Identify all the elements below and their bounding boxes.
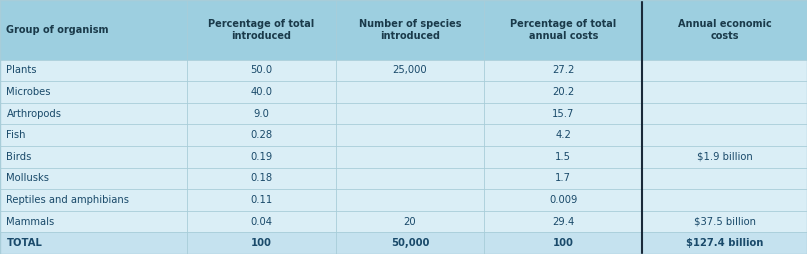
Text: 40.0: 40.0	[250, 87, 273, 97]
Text: Birds: Birds	[6, 152, 31, 162]
Text: Reptiles and amphibians: Reptiles and amphibians	[6, 195, 129, 205]
Text: 100: 100	[251, 238, 272, 248]
Bar	[0, 60, 807, 81]
Text: 1.5: 1.5	[555, 152, 571, 162]
Bar	[0, 81, 807, 103]
Text: 20: 20	[404, 217, 416, 227]
Bar	[0, 103, 807, 124]
Text: 100: 100	[553, 238, 574, 248]
Bar	[0, 168, 807, 189]
Text: Mollusks: Mollusks	[6, 173, 49, 183]
Text: 0.04: 0.04	[250, 217, 273, 227]
Bar	[0, 124, 807, 146]
Text: 0.18: 0.18	[250, 173, 273, 183]
Text: 27.2: 27.2	[552, 66, 575, 75]
Text: Number of species
introduced: Number of species introduced	[358, 19, 462, 41]
Text: $1.9 billion: $1.9 billion	[696, 152, 753, 162]
Text: Mammals: Mammals	[6, 217, 55, 227]
Bar	[0, 0, 807, 60]
Text: 0.19: 0.19	[250, 152, 273, 162]
Text: Group of organism: Group of organism	[6, 25, 109, 35]
Text: Microbes: Microbes	[6, 87, 51, 97]
Text: 25,000: 25,000	[393, 66, 427, 75]
Text: $37.5 billion: $37.5 billion	[694, 217, 755, 227]
Text: Arthropods: Arthropods	[6, 109, 61, 119]
Bar	[0, 232, 807, 254]
Bar	[0, 146, 807, 168]
Text: TOTAL: TOTAL	[6, 238, 42, 248]
Text: Percentage of total
annual costs: Percentage of total annual costs	[510, 19, 617, 41]
Text: Fish: Fish	[6, 130, 26, 140]
Text: 9.0: 9.0	[253, 109, 270, 119]
Text: $127.4 billion: $127.4 billion	[686, 238, 763, 248]
Text: 0.009: 0.009	[549, 195, 578, 205]
Text: 50,000: 50,000	[391, 238, 429, 248]
Bar	[0, 211, 807, 232]
Text: Plants: Plants	[6, 66, 37, 75]
Text: 4.2: 4.2	[555, 130, 571, 140]
Text: 15.7: 15.7	[552, 109, 575, 119]
Bar	[0, 189, 807, 211]
Text: 0.11: 0.11	[250, 195, 273, 205]
Text: 29.4: 29.4	[552, 217, 575, 227]
Text: 1.7: 1.7	[555, 173, 571, 183]
Text: 50.0: 50.0	[250, 66, 273, 75]
Text: 0.28: 0.28	[250, 130, 273, 140]
Text: 20.2: 20.2	[552, 87, 575, 97]
Text: Annual economic
costs: Annual economic costs	[678, 19, 771, 41]
Text: Percentage of total
introduced: Percentage of total introduced	[208, 19, 315, 41]
